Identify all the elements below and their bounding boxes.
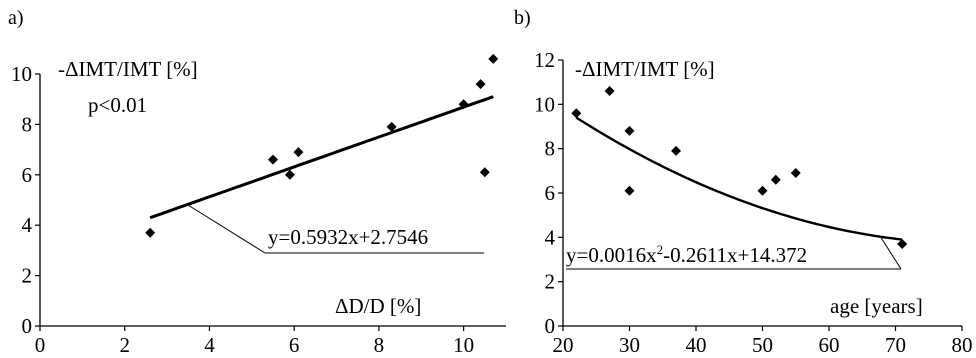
data-point — [479, 167, 490, 178]
panel-b-equation-suffix: -0.2611x+14.372 — [663, 243, 807, 267]
y-tick-label: 6 — [545, 181, 556, 205]
panel-b: b) 20 30 40 50 60 70 80 0 2 4 6 8 10 12 -ΔIMT/IMT [%… — [514, 7, 973, 357]
x-tick-label: 0 — [35, 333, 46, 357]
panel-a-equation-leader — [187, 204, 266, 254]
panel-b-label: b) — [514, 7, 531, 29]
data-point — [145, 227, 156, 238]
panel-b-equation-leader — [879, 235, 902, 270]
x-tick-label: 30 — [619, 333, 640, 357]
data-point — [386, 121, 397, 132]
data-point — [757, 185, 768, 196]
x-tick-label: 8 — [374, 333, 385, 357]
panel-a-equation: y=0.5932x+2.7546 — [268, 225, 428, 249]
panel-b-equation-superscript: 2 — [657, 242, 664, 257]
data-point — [624, 185, 635, 196]
data-point — [284, 169, 295, 180]
y-tick-label: 8 — [545, 137, 556, 161]
x-tick-label: 10 — [453, 333, 474, 357]
y-tick-label: 8 — [22, 112, 33, 136]
panel-b-equation: y=0.0016x2-0.2611x+14.372 — [566, 242, 807, 267]
y-tick-label: 10 — [534, 92, 555, 116]
data-point — [671, 145, 682, 156]
data-point — [571, 108, 582, 119]
data-point — [268, 154, 278, 165]
panel-b-equation-prefix: y=0.0016x — [566, 243, 657, 267]
y-tick-label: 10 — [11, 62, 32, 86]
data-point — [458, 99, 469, 110]
x-tick-label: 6 — [289, 333, 300, 357]
y-tick-label: 6 — [22, 163, 33, 187]
y-tick-label: 4 — [22, 213, 33, 237]
x-tick-label: 20 — [553, 333, 574, 357]
data-point — [624, 125, 635, 136]
trendline-path — [149, 95, 494, 220]
y-tick-label: 0 — [545, 314, 556, 338]
x-tick-label: 60 — [819, 333, 840, 357]
y-tick-label: 2 — [22, 264, 33, 288]
panel-a-points — [145, 53, 499, 238]
data-point — [604, 86, 615, 97]
x-tick-label: 4 — [204, 333, 215, 357]
panel-b-y-ticks: 0 2 4 6 8 10 12 — [534, 48, 563, 338]
panel-b-points — [571, 86, 908, 249]
panel-b-trendline — [575, 116, 903, 241]
y-tick-label: 0 — [22, 314, 33, 338]
data-point — [790, 168, 801, 179]
data-point — [293, 147, 304, 158]
panel-b-x-ticks: 20 30 40 50 60 70 80 — [553, 326, 973, 357]
x-tick-label: 70 — [885, 333, 906, 357]
trendline-path — [575, 116, 903, 241]
x-tick-label: 80 — [952, 333, 973, 357]
x-tick-label: 50 — [752, 333, 773, 357]
panel-a-trendline — [149, 95, 494, 220]
panel-a-y-ticks: 0 2 4 6 8 10 — [11, 62, 40, 338]
panel-a-p-value: p<0.01 — [88, 93, 147, 117]
panel-b-xlabel: age [years] — [830, 294, 923, 318]
data-point — [475, 79, 486, 90]
data-point — [897, 238, 908, 249]
data-point — [488, 53, 499, 64]
y-tick-label: 4 — [545, 225, 556, 249]
x-tick-label: 2 — [119, 333, 130, 357]
panel-a-label: a) — [8, 7, 24, 29]
panel-a-x-ticks: 0 2 4 6 8 10 — [35, 326, 474, 357]
y-tick-label: 2 — [545, 270, 556, 294]
y-tick-label: 12 — [534, 48, 555, 72]
data-point — [770, 174, 781, 185]
x-tick-label: 40 — [686, 333, 707, 357]
panel-b-ylabel: -ΔIMT/IMT [%] — [575, 57, 715, 81]
panel-a-ylabel: -ΔIMT/IMT [%] — [58, 57, 198, 81]
panel-a-xlabel: ΔD/D [%] — [335, 294, 421, 318]
